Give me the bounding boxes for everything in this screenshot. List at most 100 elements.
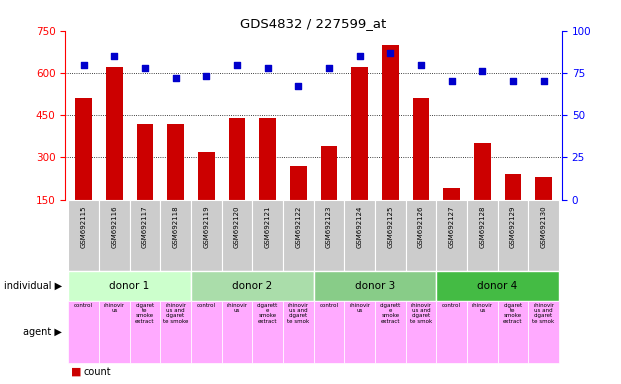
Bar (528, 301, 559, 363)
Bar (106, 67, 123, 200)
Bar (497, 301, 528, 363)
Bar (437, 301, 467, 363)
Text: GSM692121: GSM692121 (265, 205, 271, 248)
Bar (320, 146, 337, 200)
Bar (198, 152, 215, 200)
Bar (191, 301, 222, 363)
Bar (130, 200, 160, 271)
Bar (314, 200, 344, 271)
Text: GSM692130: GSM692130 (541, 205, 546, 248)
Bar (314, 301, 344, 363)
Bar (344, 301, 375, 363)
Bar (160, 301, 191, 363)
Text: ■: ■ (71, 367, 82, 377)
Bar (467, 301, 497, 363)
Bar (283, 301, 314, 363)
Bar (314, 271, 437, 301)
Text: GSM692129: GSM692129 (510, 205, 516, 248)
Bar (406, 301, 437, 363)
Bar (412, 98, 429, 200)
Bar (344, 200, 375, 271)
Bar (375, 200, 406, 271)
Bar (99, 301, 130, 363)
Bar (437, 271, 559, 301)
Bar (160, 200, 191, 271)
Text: GSM692128: GSM692128 (479, 205, 485, 248)
Bar (528, 200, 559, 271)
Point (263, 65, 273, 71)
Text: individual ▶: individual ▶ (4, 281, 62, 291)
Bar (130, 301, 160, 363)
Point (171, 75, 181, 81)
Text: rhinovir
us: rhinovir us (349, 303, 370, 313)
Bar (222, 200, 252, 271)
Text: rhinovir
us and
cigaret
te smok: rhinovir us and cigaret te smok (410, 303, 432, 324)
Text: GSM692115: GSM692115 (81, 205, 86, 248)
Point (538, 78, 548, 84)
Bar (382, 45, 399, 200)
Text: GSM692116: GSM692116 (111, 205, 117, 248)
Bar (443, 189, 460, 200)
Bar (467, 200, 497, 271)
Text: rhinovir
us and
cigaret
te smok: rhinovir us and cigaret te smok (287, 303, 309, 324)
Point (508, 78, 518, 84)
Text: agent ▶: agent ▶ (23, 327, 62, 337)
Point (446, 78, 456, 84)
Point (109, 53, 119, 59)
Bar (191, 271, 314, 301)
Text: GSM692122: GSM692122 (295, 205, 301, 248)
Point (232, 61, 242, 68)
Bar (437, 200, 467, 271)
Bar (497, 200, 528, 271)
Text: donor 1: donor 1 (109, 281, 150, 291)
Bar (68, 301, 99, 363)
Text: rhinovir
us and
cigaret
te smoke: rhinovir us and cigaret te smoke (163, 303, 188, 324)
Point (478, 68, 487, 74)
Bar (406, 200, 437, 271)
Bar (290, 166, 307, 200)
Bar (137, 124, 153, 200)
Text: donor 3: donor 3 (355, 281, 395, 291)
Text: donor 4: donor 4 (478, 281, 518, 291)
Bar (474, 143, 491, 200)
Bar (68, 271, 191, 301)
Point (140, 65, 150, 71)
Title: GDS4832 / 227599_at: GDS4832 / 227599_at (240, 17, 387, 30)
Point (355, 53, 365, 59)
Bar (252, 200, 283, 271)
Bar (283, 200, 314, 271)
Text: GSM692125: GSM692125 (388, 205, 393, 248)
Bar (191, 200, 222, 271)
Text: control: control (197, 303, 215, 308)
Text: donor 2: donor 2 (232, 281, 273, 291)
Bar (259, 118, 276, 200)
Point (324, 65, 334, 71)
Text: GSM692126: GSM692126 (418, 205, 424, 248)
Point (79, 61, 89, 68)
Bar (535, 177, 552, 200)
Point (385, 50, 395, 56)
Text: GSM692117: GSM692117 (142, 205, 148, 248)
Text: GSM692123: GSM692123 (326, 205, 332, 248)
Text: control: control (74, 303, 93, 308)
Bar (504, 174, 522, 200)
Point (201, 73, 211, 79)
Bar (375, 301, 406, 363)
Text: GSM692118: GSM692118 (173, 205, 179, 248)
Bar (167, 124, 184, 200)
Text: cigaret
te
smoke
extract: cigaret te smoke extract (135, 303, 155, 324)
Bar (222, 301, 252, 363)
Text: GSM692120: GSM692120 (234, 205, 240, 248)
Bar (68, 200, 99, 271)
Bar (229, 118, 245, 200)
Text: cigarett
e
smoke
extract: cigarett e smoke extract (257, 303, 278, 324)
Text: cigaret
te
smoke
extract: cigaret te smoke extract (503, 303, 523, 324)
Text: control: control (442, 303, 461, 308)
Bar (75, 98, 92, 200)
Bar (99, 200, 130, 271)
Text: count: count (84, 367, 111, 377)
Point (416, 61, 426, 68)
Point (293, 83, 303, 89)
Text: rhinovir
us: rhinovir us (472, 303, 493, 313)
Text: GSM692127: GSM692127 (448, 205, 455, 248)
